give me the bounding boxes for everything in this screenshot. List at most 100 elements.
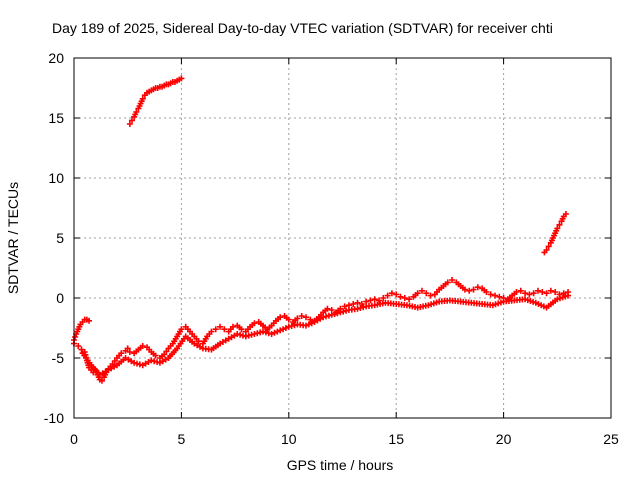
data-point-main [139,343,146,349]
data-point-main [75,343,82,349]
data-point-main [487,291,494,298]
data-point-main [212,326,219,333]
data-point-main [367,297,374,304]
data-point-main [474,284,481,291]
data-point-main [380,295,387,301]
data-point-main [251,320,258,327]
x-tick-label: 5 [178,431,186,447]
data-point-early-branch [72,334,79,340]
data-point-main [118,350,125,357]
data-point-lower-spread [271,329,278,336]
data-point-late-rise [545,243,552,250]
y-tick-label: 20 [48,50,64,66]
data-point-main [126,349,133,355]
data-point-main [543,290,550,297]
data-point-upper-arc [139,95,146,102]
y-tick-label: 15 [48,110,64,126]
y-axis-label: SDTVAR / TECUs [5,182,21,294]
data-point-main [414,290,421,297]
data-point-main [341,303,348,310]
data-point-upper-arc [133,109,140,115]
data-point-main [466,287,473,294]
data-point-main [277,314,284,321]
data-point-lower-spread [148,357,155,364]
x-tick-label: 15 [388,431,404,447]
data-point-main [406,296,413,303]
data-point-upper-arc [128,117,135,124]
data-point-lower-spread [305,321,312,328]
data-point-main [302,314,309,321]
data-point-main [217,323,224,330]
chart-title: Day 189 of 2025, Sidereal Day-to-day VTE… [52,20,553,36]
data-point-main [560,290,567,297]
data-point-lower-spread [360,304,367,311]
data-point-main [534,287,541,294]
data-point-main [195,338,202,345]
data-point-late-rise [562,211,569,217]
data-point-lower-spread [254,330,261,337]
data-point-lower-spread [320,314,327,321]
data-point-lower-spread [277,327,284,334]
data-point-main [526,291,533,298]
y-tick-label: -5 [52,350,65,366]
data-point-main [423,290,430,297]
data-point-main [393,291,400,298]
data-point-late-rise [556,221,563,228]
data-point-lower-spread [262,329,269,336]
data-point-main [152,352,159,359]
plot-frame [73,57,612,419]
data-point-main [522,290,529,297]
data-point-main [547,287,554,294]
data-point-late-rise [554,225,561,232]
data-point-lower-spread [237,331,244,338]
data-point-main [517,287,524,294]
x-axis-label: GPS time / hours [287,457,394,473]
data-point-main [449,277,456,283]
data-point-main [221,326,228,333]
y-tick-label: 0 [56,290,64,306]
data-point-main [552,289,559,295]
data-point-main [496,293,503,300]
data-point-main [285,316,292,323]
data-point-main [98,377,105,384]
data-point-main [427,292,434,299]
data-point-lower-spread [131,359,138,366]
data-point-main [376,297,383,304]
y-tick-label: 5 [56,230,64,246]
data-point-main [124,345,131,352]
data-point-lower-spread [340,308,347,315]
data-point-main [470,286,477,293]
data-point-main [324,305,331,312]
data-point-upper-arc [126,121,133,127]
y-tick-label: -10 [44,410,64,426]
x-tick-label: 10 [281,431,297,447]
data-point-lower-spread [565,292,572,299]
data-point-lower-spread [334,310,341,317]
data-point-lower-spread [325,312,332,319]
data-point-early-branch [86,317,93,324]
data-point-main [384,292,391,299]
data-point-lower-spread [245,332,252,339]
data-point-main [397,293,404,300]
data-point-main [388,290,395,297]
data-point-main [358,301,365,307]
data-point-main [371,296,378,303]
data-point-main [78,346,85,353]
data-point-main [418,287,425,294]
data-point-main [483,289,490,295]
data-point-upper-arc [178,75,185,82]
data-point-main [294,315,301,322]
data-point-lower-spread [291,322,298,329]
data-point-main [539,289,546,295]
data-point-lower-spread [136,361,143,368]
data-point-main [530,290,537,297]
data-point-main [492,292,499,299]
data-point-main [461,286,468,293]
data-point-main [444,279,451,286]
data-point-main [354,299,361,306]
data-point-main [208,328,215,335]
data-point-main [238,326,245,333]
gridlines [74,58,611,418]
x-tick-label: 0 [70,431,78,447]
